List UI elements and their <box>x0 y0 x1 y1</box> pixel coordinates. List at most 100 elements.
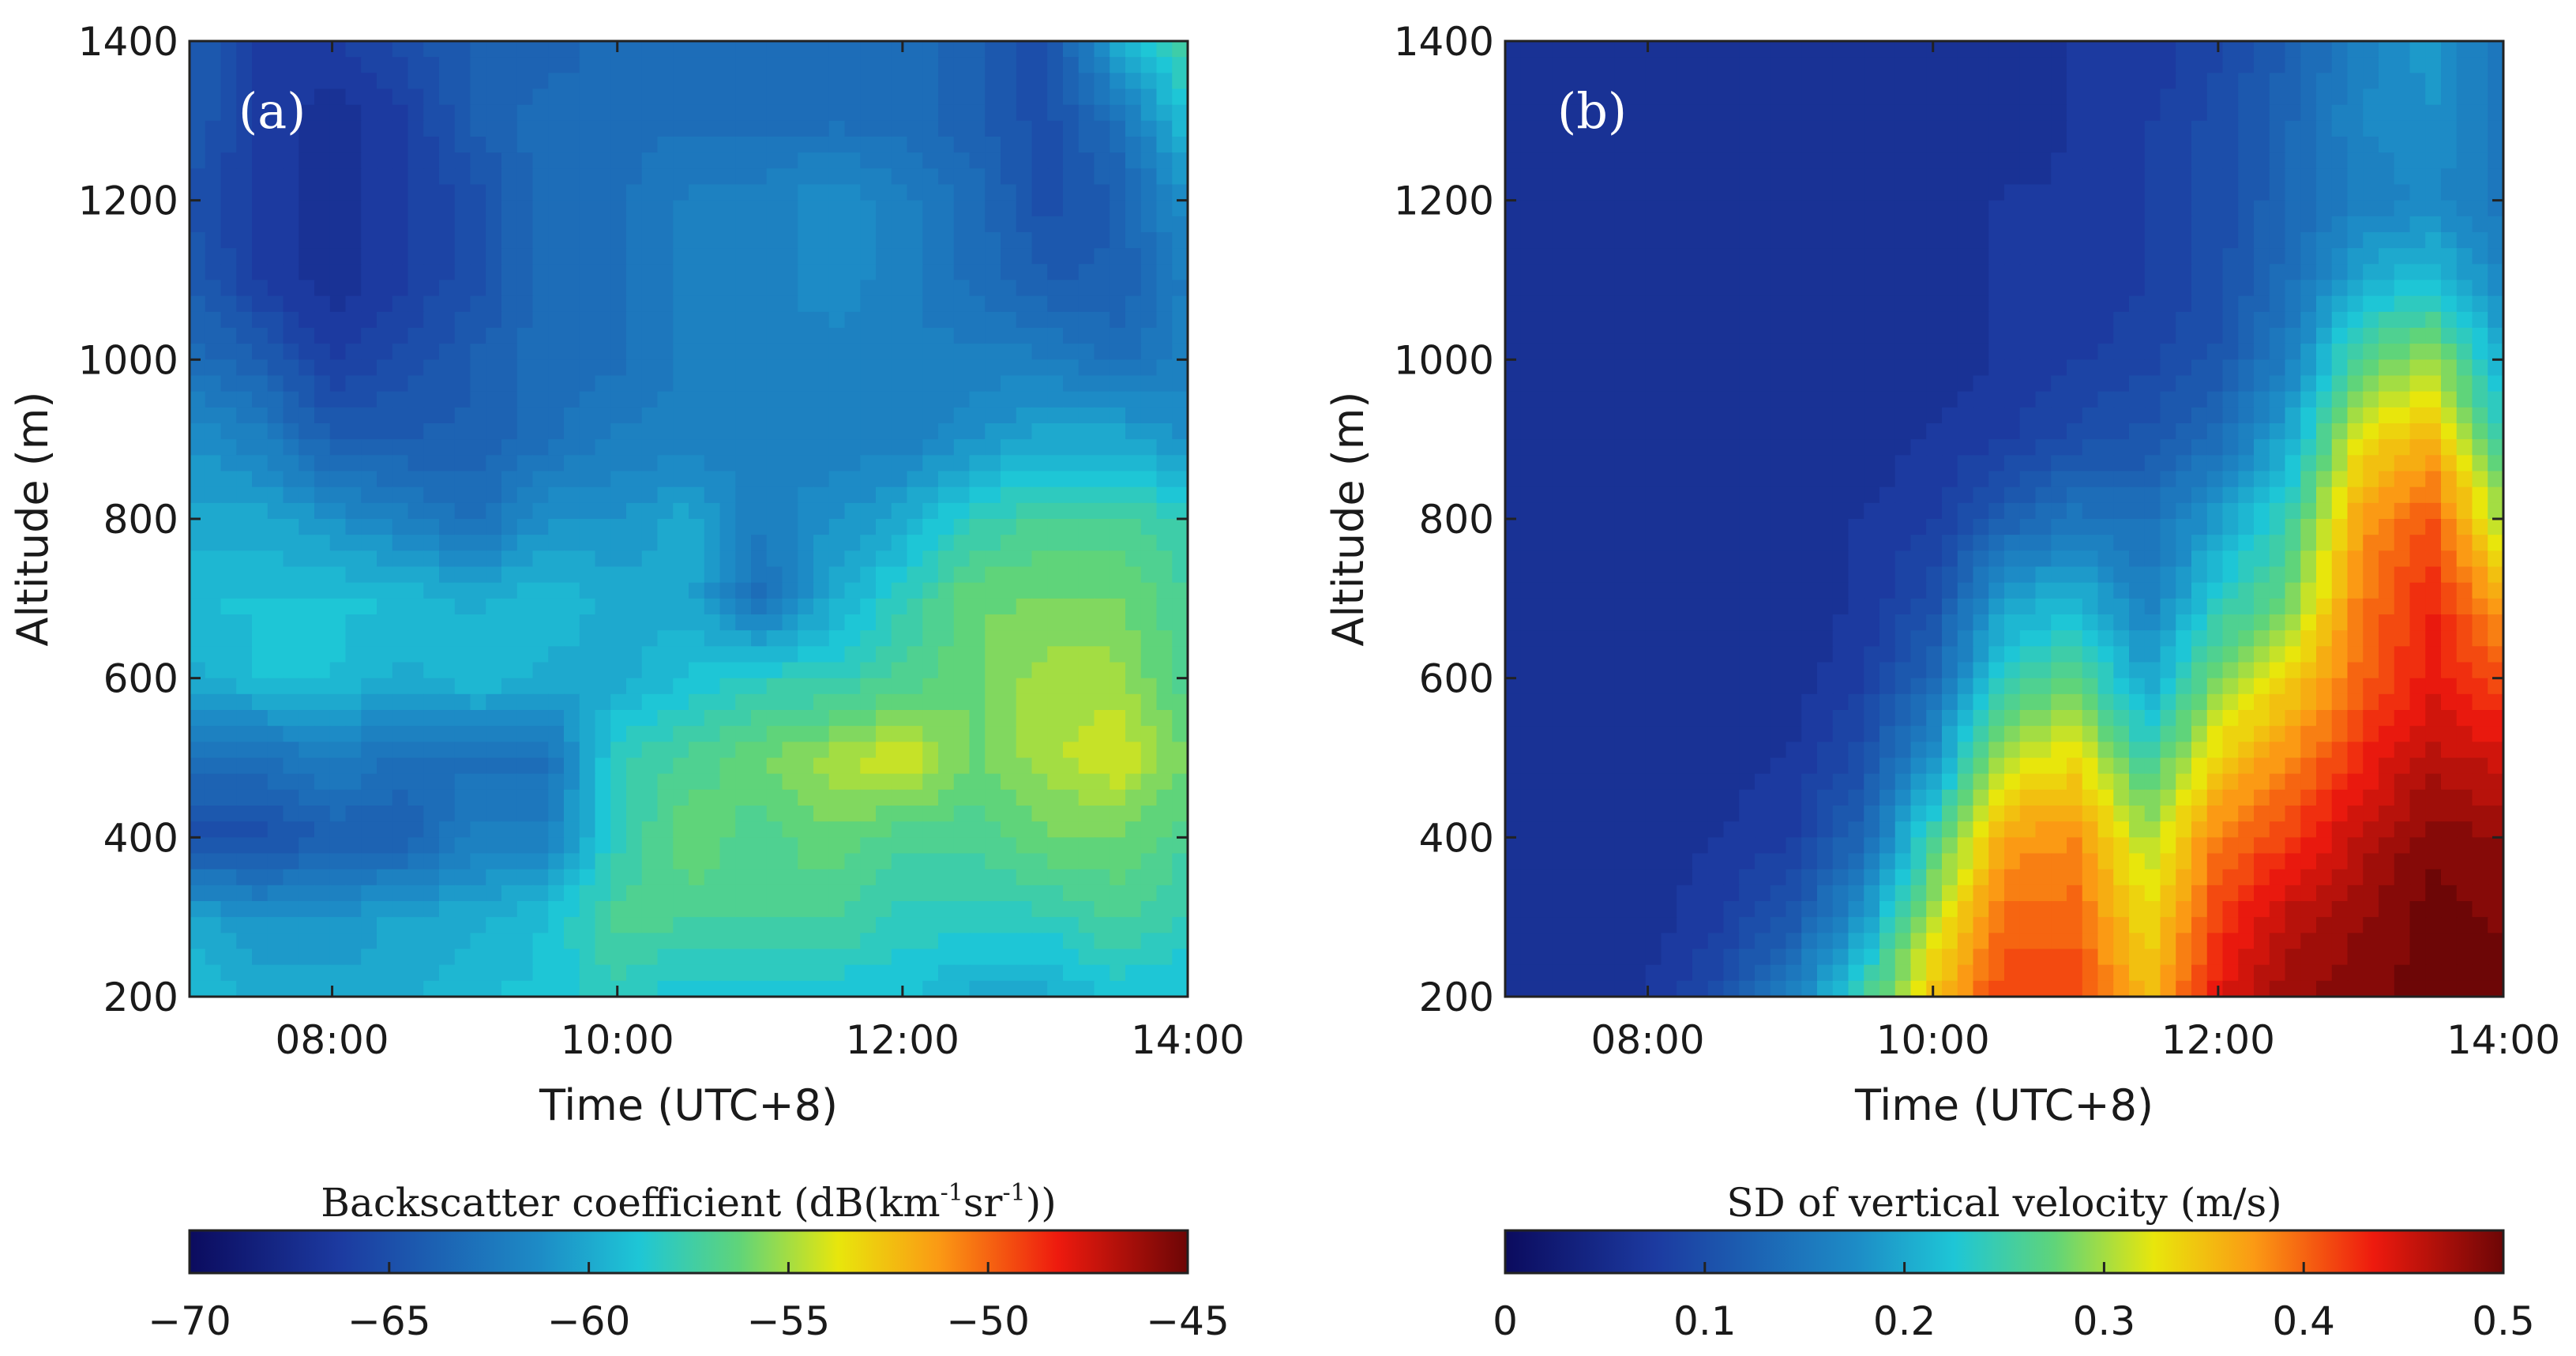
heatmap-cell <box>220 582 238 599</box>
heatmap-cell <box>689 678 705 695</box>
heatmap-cell <box>938 773 955 791</box>
heatmap-cell <box>689 73 705 90</box>
heatmap-cell <box>486 471 502 488</box>
heatmap-cell <box>532 980 550 997</box>
heatmap-cell <box>501 901 518 918</box>
heatmap-cell <box>579 726 596 743</box>
heatmap-cell <box>267 662 284 679</box>
heatmap-cell <box>1110 757 1126 775</box>
heatmap-cell <box>610 933 627 950</box>
heatmap-cell <box>564 280 580 297</box>
heatmap-cell <box>2472 280 2489 297</box>
heatmap-cell <box>454 502 471 520</box>
heatmap-cell <box>252 519 268 535</box>
heatmap-cell <box>252 964 268 982</box>
heatmap-cell <box>486 917 502 934</box>
heatmap-cell <box>1125 614 1142 631</box>
heatmap-cell <box>2082 41 2099 58</box>
heatmap-cell <box>689 948 705 966</box>
heatmap-cell <box>719 678 737 695</box>
heatmap-cell <box>1786 137 1803 153</box>
heatmap-cell <box>641 901 659 918</box>
heatmap-cell <box>704 359 721 377</box>
heatmap-cell <box>377 980 393 997</box>
heatmap-cell <box>953 582 971 599</box>
heatmap-cell <box>345 455 362 472</box>
heatmap-cell <box>501 152 518 170</box>
heatmap-cell <box>782 57 799 74</box>
heatmap-cell <box>1140 933 1158 950</box>
heatmap-cell <box>516 471 534 488</box>
heatmap-cell <box>1047 439 1064 456</box>
heatmap-cell <box>190 232 206 249</box>
heatmap-cell <box>314 455 331 472</box>
heatmap-cell <box>922 120 939 137</box>
heatmap-cell <box>1832 248 1849 265</box>
heatmap-cell <box>236 948 253 966</box>
heatmap-cell <box>1078 232 1095 249</box>
heatmap-cell <box>501 295 518 313</box>
heatmap-cell <box>1001 232 1017 249</box>
heatmap-cell <box>267 280 284 297</box>
heatmap-cell <box>610 407 627 424</box>
heatmap-cell <box>1583 200 1600 217</box>
heatmap-cell <box>236 264 253 281</box>
heatmap-cell <box>969 646 986 663</box>
heatmap-cell <box>470 693 487 711</box>
heatmap-cell <box>2425 152 2442 170</box>
heatmap-cell <box>501 598 518 615</box>
heatmap-cell <box>1001 773 1017 791</box>
heatmap-cell <box>1156 295 1173 313</box>
heatmap-cell <box>673 152 689 170</box>
heatmap-cell <box>938 948 955 966</box>
heatmap-cell <box>969 917 986 934</box>
y-tick-label: 600 <box>103 656 178 702</box>
y-tick-label: 400 <box>103 815 178 861</box>
heatmap-cell <box>1016 280 1033 297</box>
heatmap-cell <box>1125 582 1142 599</box>
heatmap-cell <box>1063 471 1080 488</box>
heatmap-cell <box>392 216 409 233</box>
heatmap-cell <box>1568 216 1584 233</box>
heatmap-cell <box>610 678 627 695</box>
heatmap-cell <box>329 693 347 711</box>
heatmap-cell <box>548 519 565 535</box>
heatmap-cell <box>2019 216 2037 233</box>
heatmap-cell <box>2082 184 2099 201</box>
heatmap-cell <box>579 200 596 217</box>
heatmap-cell <box>2347 137 2364 153</box>
heatmap-cell <box>2004 57 2021 74</box>
heatmap-cell <box>907 344 924 361</box>
heatmap-cell <box>564 917 580 934</box>
heatmap-cell <box>1156 120 1173 137</box>
heatmap-cell <box>626 566 643 584</box>
heatmap-cell <box>876 726 892 743</box>
heatmap-cell <box>626 295 643 313</box>
heatmap-cell <box>1125 200 1142 217</box>
heatmap-cell <box>751 200 768 217</box>
heatmap-cell <box>407 486 425 504</box>
heatmap-cell <box>813 630 830 648</box>
heatmap-cell <box>283 598 300 615</box>
heatmap-cell <box>1110 646 1126 663</box>
heatmap-cell <box>361 964 377 982</box>
heatmap-cell <box>392 806 409 822</box>
heatmap-cell <box>407 375 425 393</box>
heatmap-cell <box>236 837 253 855</box>
heatmap-cell <box>1078 662 1095 679</box>
heatmap-cell <box>2144 295 2161 313</box>
heatmap-cell <box>735 662 752 679</box>
heatmap-cell <box>1078 566 1095 584</box>
heatmap-cell <box>1140 726 1158 743</box>
heatmap-cell <box>985 948 1001 966</box>
heatmap-cell <box>1988 216 2005 233</box>
heatmap-cell <box>704 184 721 201</box>
heatmap-cell <box>704 455 721 472</box>
heatmap-cell <box>1140 630 1158 648</box>
heatmap-cell <box>1110 869 1126 886</box>
heatmap-cell <box>1172 120 1188 137</box>
heatmap-cell <box>1894 137 1912 153</box>
heatmap-cell <box>1926 152 1943 170</box>
heatmap-cell <box>595 598 612 615</box>
heatmap-cell <box>1786 232 1803 249</box>
